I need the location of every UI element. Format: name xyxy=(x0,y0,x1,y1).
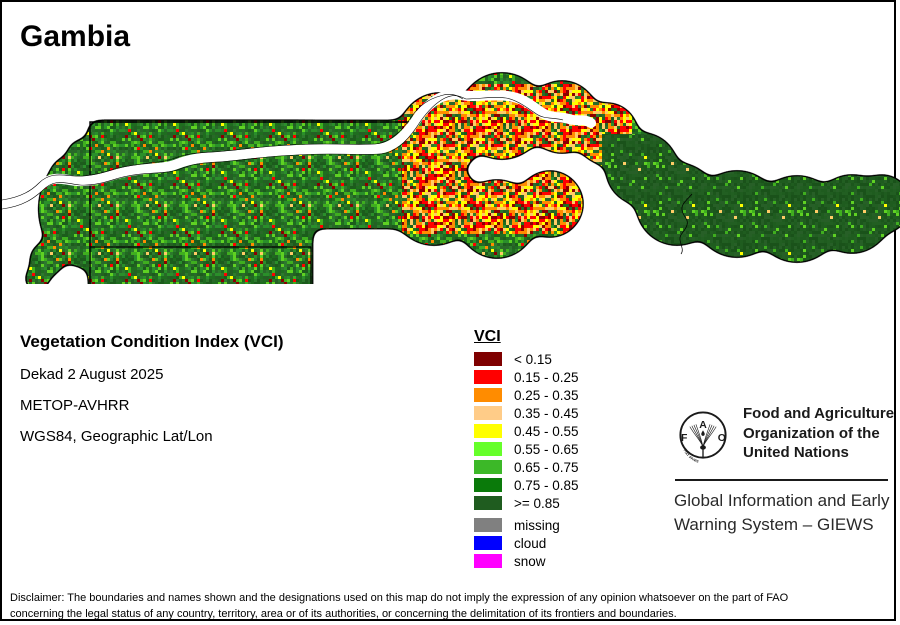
svg-text:F: F xyxy=(681,433,687,444)
svg-text:O: O xyxy=(718,433,726,444)
svg-text:A: A xyxy=(699,420,707,431)
